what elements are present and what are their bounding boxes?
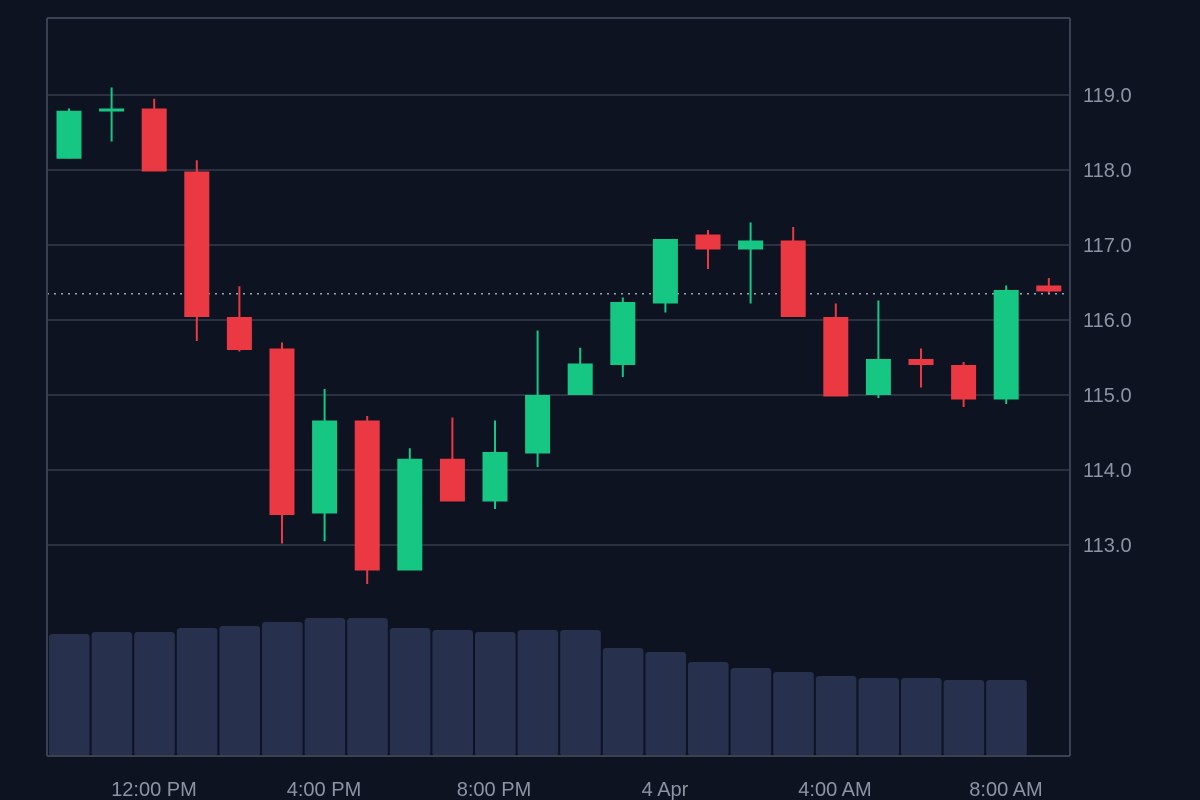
candle: [865, 300, 891, 398]
candle-body: [141, 108, 167, 172]
volume-bar: [815, 676, 857, 756]
volume-bar: [901, 678, 942, 756]
volume-bar: [91, 632, 133, 756]
grid-lines: [47, 94, 1070, 546]
candle: [525, 330, 551, 467]
volume-bar: [645, 652, 686, 756]
y-tick-label: 113.0: [1083, 535, 1132, 557]
volume-bar: [688, 662, 729, 756]
candle-body: [269, 348, 295, 515]
x-tick-label: 8:00 PM: [457, 779, 531, 800]
x-axis-tick-labels: 12:00 PM 4:00 PM 8:00 PM 4 Apr 4:00 AM 8:00 A…: [111, 779, 1043, 800]
candle: [56, 108, 82, 159]
candle-body: [439, 458, 465, 502]
volume-bar: [176, 628, 218, 756]
candle-body: [908, 359, 934, 365]
candle: [269, 342, 295, 544]
candle-body: [184, 171, 210, 317]
candle: [610, 297, 636, 377]
candle-body: [993, 290, 1019, 400]
x-tick-label: 4:00 PM: [287, 779, 361, 800]
candle: [99, 87, 125, 142]
volume-bar: [219, 626, 260, 756]
volume-bars: [49, 618, 1027, 756]
volume-bar: [304, 618, 346, 756]
volume-bar: [560, 630, 601, 756]
volume-bar: [602, 648, 644, 756]
candle: [1036, 278, 1062, 293]
candle-body: [738, 240, 764, 250]
candle: [823, 303, 849, 397]
y-tick-label: 119.0: [1083, 85, 1132, 107]
candle-body: [567, 363, 593, 395]
candle: [312, 389, 338, 542]
volume-bar: [943, 680, 985, 756]
candle-body: [312, 420, 338, 514]
candle: [695, 230, 721, 269]
candle-body: [652, 239, 678, 304]
volume-bar: [262, 622, 303, 756]
candle-body: [823, 317, 849, 397]
volume-bar: [730, 668, 772, 756]
volume-bar: [858, 678, 899, 756]
volume-bar: [134, 632, 175, 756]
candle-body: [354, 420, 380, 571]
candle-body: [695, 234, 721, 250]
volume-bar: [773, 672, 814, 756]
candle-body: [1036, 285, 1062, 292]
candle-body: [525, 395, 551, 454]
candle-body: [951, 365, 977, 400]
candle-body: [99, 108, 125, 112]
candle-body: [397, 458, 423, 571]
candle: [141, 98, 167, 172]
volume-bar: [347, 618, 388, 756]
volume-bar: [432, 630, 473, 756]
x-tick-label: 12:00 PM: [111, 779, 197, 800]
x-tick-label: 4:00 AM: [798, 779, 871, 800]
x-tick-label: 4 Apr: [642, 779, 689, 800]
candle-body: [482, 452, 508, 502]
candle: [184, 160, 210, 341]
candle: [780, 227, 806, 317]
y-tick-label: 114.0: [1083, 460, 1132, 482]
x-tick-label: 8:00 AM: [969, 779, 1042, 800]
candle: [482, 420, 508, 509]
candle-body: [865, 359, 891, 395]
candle: [397, 448, 423, 571]
candles: [56, 87, 1062, 584]
volume-bar: [49, 634, 90, 756]
y-tick-label: 115.0: [1083, 385, 1132, 407]
candle: [951, 362, 977, 407]
y-tick-label: 116.0: [1083, 310, 1132, 332]
volume-bar: [517, 630, 559, 756]
y-tick-label: 118.0: [1083, 160, 1132, 182]
y-tick-label: 117.0: [1083, 235, 1132, 257]
candle: [908, 348, 934, 388]
candle: [567, 347, 593, 395]
candle: [652, 239, 678, 313]
candle-body: [780, 240, 806, 317]
candle: [439, 417, 465, 502]
volume-bar: [475, 632, 516, 756]
candle: [993, 285, 1019, 404]
candle-body: [226, 317, 252, 350]
volume-bar: [389, 628, 431, 756]
candle-body: [610, 302, 636, 365]
candle: [738, 222, 764, 304]
y-axis-tick-labels: 113.0 114.0 115.0 116.0 117.0 118.0 119.0: [1083, 85, 1132, 557]
candle-body: [56, 110, 82, 159]
chart-frame: [46, 17, 1071, 757]
candle: [354, 416, 380, 584]
candle: [226, 286, 252, 352]
volume-bar: [986, 680, 1027, 756]
